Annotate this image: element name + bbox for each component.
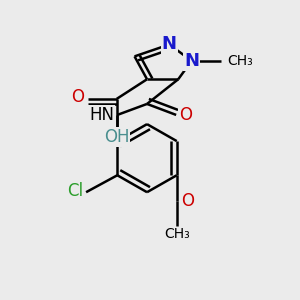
Text: CH₃: CH₃	[227, 54, 253, 68]
Text: OH: OH	[104, 128, 130, 146]
Text: HN: HN	[89, 106, 114, 124]
Text: N: N	[184, 52, 199, 70]
Text: O: O	[181, 191, 194, 209]
Text: CH₃: CH₃	[164, 227, 190, 241]
Text: Cl: Cl	[67, 182, 83, 200]
Text: O: O	[179, 106, 192, 124]
Text: O: O	[72, 88, 85, 106]
Text: N: N	[162, 35, 177, 53]
